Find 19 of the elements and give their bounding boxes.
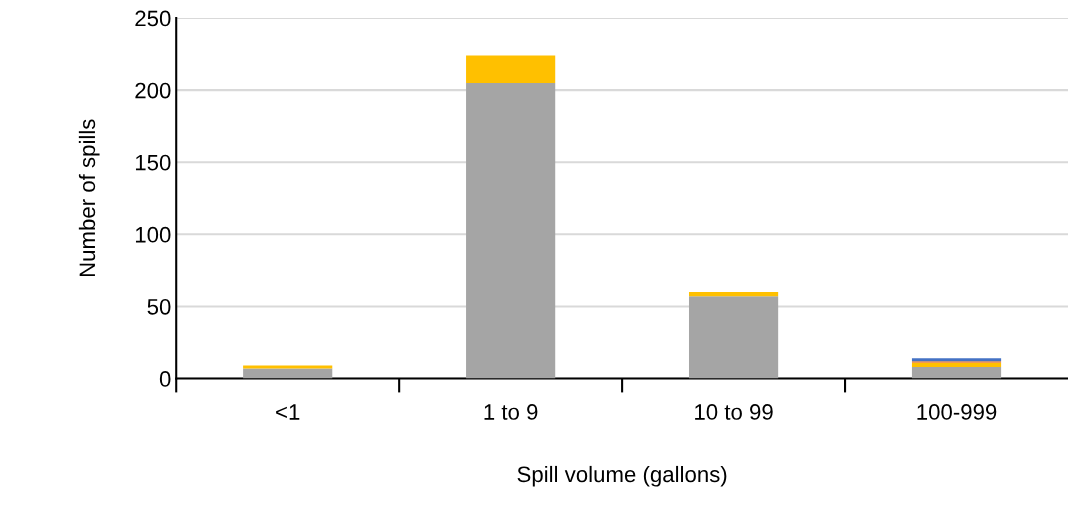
x-tick-label: <1	[276, 404, 300, 420]
x-tick-label: 10 to 99	[695, 404, 773, 420]
bar	[688, 292, 779, 297]
bar	[688, 296, 779, 379]
x-tick-label: 100-999	[917, 404, 997, 420]
y-tick-label: 250	[135, 10, 171, 27]
x-tick-label: 1 to 9	[484, 404, 538, 420]
bar	[911, 366, 1002, 379]
y-axis-title: Number of spills	[78, 119, 100, 277]
bar	[466, 82, 556, 379]
y-tick-label: 200	[135, 82, 171, 99]
y-tick-label: 150	[135, 154, 171, 171]
bar	[466, 55, 556, 83]
y-tick-label: 50	[147, 298, 171, 315]
y-tick-label: 0	[159, 371, 171, 387]
x-axis-title: Spill volume (gallons)	[517, 465, 727, 487]
bar	[911, 362, 1002, 367]
bar	[243, 368, 333, 379]
y-tick-label: 100	[135, 226, 171, 243]
